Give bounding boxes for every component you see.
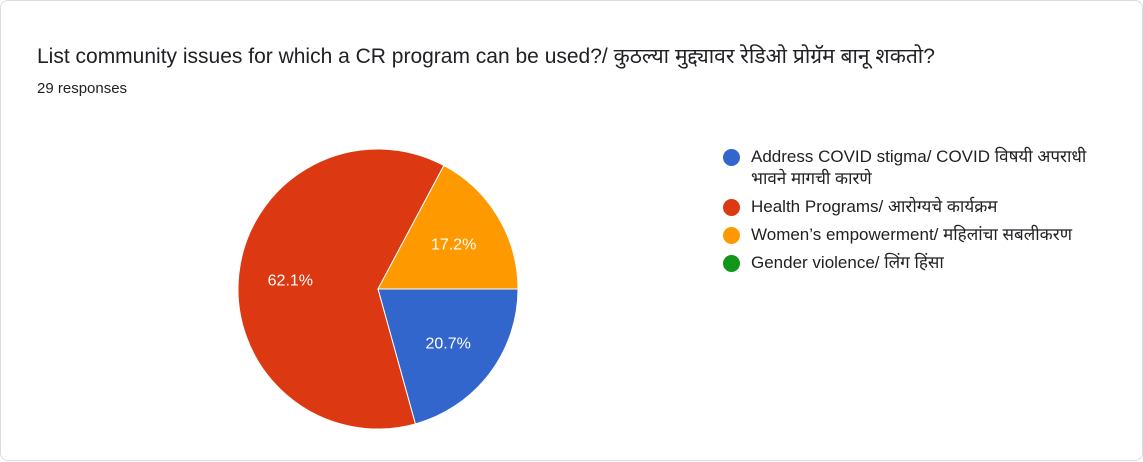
legend-label-covid-stigma: Address COVID stigma/ COVID विषयी अपराधी…: [751, 147, 1087, 188]
legend-item-womens-empowerment[interactable]: Women’s empowerment/ महिलांचा सबलीकरण: [723, 224, 1103, 246]
pie-slice-womens-empowerment[interactable]: [377, 164, 519, 290]
legend-swatch-gender-violence: [723, 255, 740, 272]
pie-slice-health-programs-label: 62.1%: [268, 272, 313, 289]
legend-label-health-programs: Health Programs/ आरोग्यचे कार्यक्रम: [751, 197, 998, 216]
chart-title: List community issues for which a CR pro…: [37, 45, 935, 68]
pie-slice-covid-stigma-label: 20.7%: [426, 335, 471, 352]
legend-swatch-covid-stigma: [723, 149, 740, 166]
legend-item-gender-violence[interactable]: Gender violence/ लिंग हिंसा: [723, 252, 1103, 274]
legend-swatch-health-programs: [723, 199, 740, 216]
legend-label-gender-violence: Gender violence/ लिंग हिंसा: [751, 253, 944, 272]
pie-slice-health-programs[interactable]: [237, 148, 445, 430]
legend-item-health-programs[interactable]: Health Programs/ आरोग्यचे कार्यक्रम: [723, 196, 1103, 218]
legend-label-womens-empowerment: Women’s empowerment/ महिलांचा सबलीकरण: [751, 225, 1072, 244]
legend-swatch-womens-empowerment: [723, 227, 740, 244]
pie-slice-covid-stigma[interactable]: [377, 288, 519, 425]
chart-legend: Address COVID stigma/ COVID विषयी अपराधी…: [723, 146, 1103, 280]
response-count: 29 responses: [37, 80, 128, 97]
pie-slice-womens-empowerment-label: 17.2%: [431, 237, 476, 254]
legend-item-covid-stigma[interactable]: Address COVID stigma/ COVID विषयी अपराधी…: [723, 146, 1103, 190]
